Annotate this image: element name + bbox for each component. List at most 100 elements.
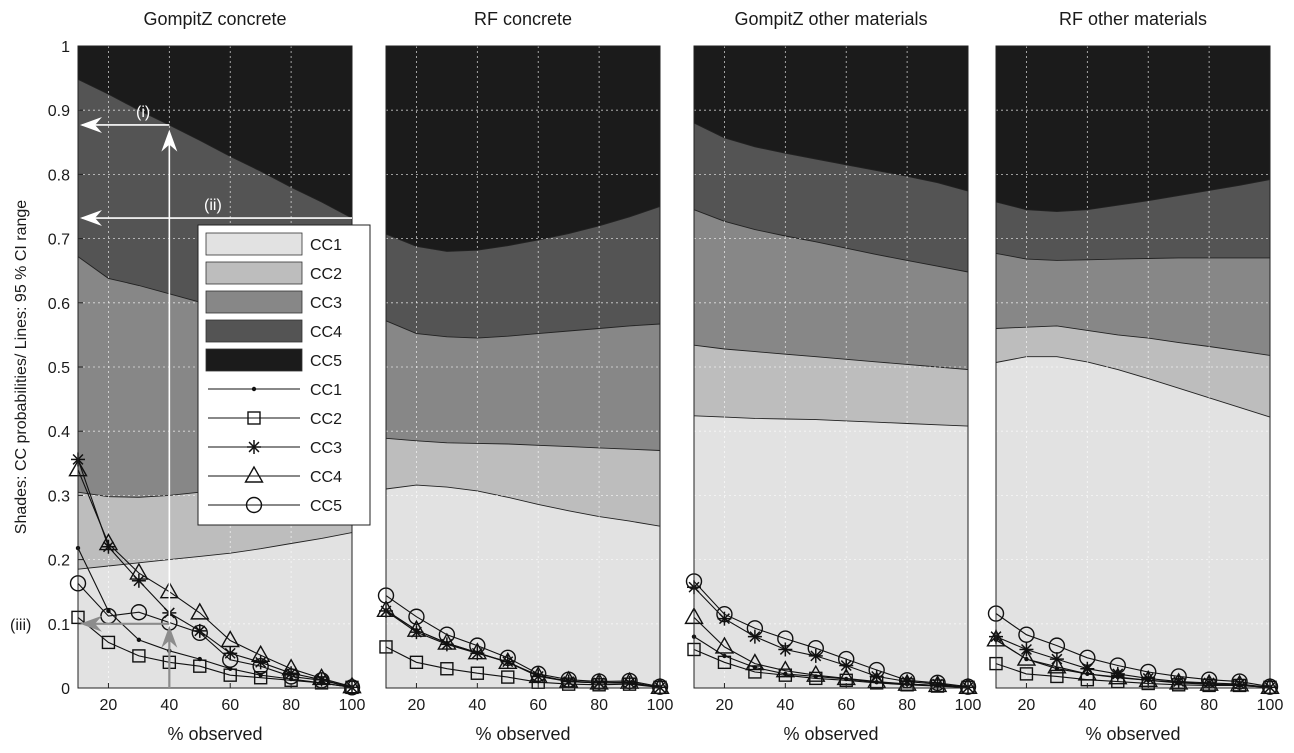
x-tick-label: 40 <box>160 697 178 714</box>
panel-frame <box>995 45 1271 689</box>
panel-title: GompitZ concrete <box>143 9 286 29</box>
legend-label-area-cc5: CC5 <box>310 353 342 370</box>
x-tick-label: 100 <box>955 697 982 714</box>
legend-label-line-cc2: CC2 <box>310 411 342 428</box>
x-axis-label: % observed <box>167 724 262 744</box>
ci-point-cc4 <box>98 533 119 551</box>
legend-label-line-cc1: CC1 <box>310 382 342 399</box>
ci-point-cc3-stroke <box>194 625 206 637</box>
legend-swatch-cc1 <box>205 232 303 256</box>
ci-point-cc4 <box>311 667 332 686</box>
ci-point-cc5 <box>1231 673 1248 690</box>
ci-line-cc5 <box>693 581 969 688</box>
band-cc2 <box>386 438 660 527</box>
ci-point-cc2 <box>1050 669 1064 684</box>
band-boundary-cc2 <box>693 344 969 371</box>
band-boundary-cc4 <box>77 78 353 219</box>
ci-point-cc2 <box>1019 667 1034 681</box>
ci-point-cc4 <box>1047 656 1067 674</box>
x-tick-label: 60 <box>221 697 239 714</box>
band-cc1 <box>78 532 352 688</box>
ci-point-cc3-stroke <box>840 660 852 672</box>
band-cc5 <box>78 46 352 219</box>
band-cc4 <box>694 123 968 272</box>
x-tick-label: 80 <box>590 697 608 714</box>
ci-line-cc3 <box>77 459 353 688</box>
band-boundary-cc4 <box>693 122 969 192</box>
ci-point-cc4 <box>190 602 210 620</box>
y-tick-labels: 0 0.1 0.2 0.3 0.4 0.5 0.6 0.7 0.8 0.9 1 <box>48 39 83 698</box>
y-tick-label: 0.8 <box>48 167 70 184</box>
grid <box>694 46 968 688</box>
y-tick-label: 0.6 <box>48 296 70 313</box>
x-tick-label: 60 <box>837 697 855 714</box>
legend-label-area-cc4: CC4 <box>310 324 342 341</box>
band-cc3 <box>386 320 660 451</box>
grid <box>996 46 1270 688</box>
band-boundary-cc1 <box>995 356 1271 418</box>
ci-point-cc4 <box>745 653 765 671</box>
x-tick-label: 20 <box>1018 697 1036 714</box>
ci-line-cc5 <box>385 595 661 688</box>
y-tick-label: 0.1 <box>48 617 70 634</box>
panel-2: 20 40 60 80 100 % observed RF concrete <box>376 9 674 744</box>
x-tick-label: 20 <box>100 697 118 714</box>
ci-point-cc2 <box>717 655 732 670</box>
ci-point-cc4 <box>1199 673 1219 691</box>
band-boundary-cc4 <box>995 179 1271 213</box>
ci-line-cc2 <box>77 616 353 688</box>
band-cc1 <box>996 356 1270 688</box>
ci-series-cc5 <box>377 587 669 695</box>
ci-line-cc2 <box>995 663 1271 688</box>
ci-point-cc4 <box>250 644 271 662</box>
ci-point-cc4 <box>714 636 735 654</box>
ci-point-cc2 <box>132 649 146 663</box>
x-tick-label: 100 <box>1257 697 1284 714</box>
ci-point-cc5 <box>222 651 239 668</box>
ci-point-cc5 <box>191 624 208 641</box>
legend-swatch-cc3 <box>205 290 303 314</box>
band-cc3 <box>694 209 968 370</box>
ci-point-cc4 <box>1016 648 1037 666</box>
x-tick-label: 60 <box>529 697 547 714</box>
legend-label-line-cc4: CC4 <box>310 469 342 486</box>
ci-line-cc3 <box>995 636 1271 688</box>
ci-point-cc4 <box>342 676 362 694</box>
legend-label-area-cc2: CC2 <box>310 266 342 283</box>
x-tick-label: 80 <box>1200 697 1218 714</box>
arrow-i-head <box>80 116 102 133</box>
y-tick-label: 0.7 <box>48 232 70 249</box>
y-tick-label: 1 <box>61 39 70 56</box>
ci-point-cc4 <box>775 660 796 678</box>
x-tick-label: 100 <box>647 697 674 714</box>
ci-point-cc4 <box>129 562 149 580</box>
arrow-iii-head-up <box>161 625 178 648</box>
x-tick-label: 80 <box>282 697 300 714</box>
annotations: (i) (ii) (iii) <box>10 104 352 688</box>
ci-point-cc3 <box>778 642 793 657</box>
ci-point-cc4 <box>406 619 427 637</box>
ci-point-cc2 <box>501 670 515 684</box>
band-boundary-cc1 <box>385 484 661 527</box>
band-boundary-cc2 <box>995 325 1271 356</box>
x-axis-label: % observed <box>783 724 878 744</box>
panel-title: GompitZ other materials <box>734 9 927 29</box>
arrow-ii-head <box>80 210 102 227</box>
ci-point-cc3 <box>131 573 146 588</box>
ci-point-cc5 <box>716 605 733 623</box>
band-boundary-cc3 <box>385 320 661 339</box>
panels: 20 40 60 80 100 % observed GompitZ concrete 20 4… <box>68 9 1284 744</box>
ci-point-cc5 <box>130 604 148 621</box>
y-tick-label: 0 <box>61 681 70 698</box>
ci-point-cc2 <box>778 668 793 682</box>
x-tick-label: 20 <box>716 697 734 714</box>
ci-point-cc3-stroke <box>410 626 422 638</box>
band-boundary-cc2 <box>385 437 661 451</box>
annotation-i: (i) <box>136 104 150 121</box>
annotation-ii: (ii) <box>204 197 222 214</box>
x-tick-label: 80 <box>898 697 916 714</box>
band-cc4 <box>996 179 1270 261</box>
y-tick-label: 0.5 <box>48 360 70 377</box>
ci-point-cc5 <box>777 630 794 647</box>
